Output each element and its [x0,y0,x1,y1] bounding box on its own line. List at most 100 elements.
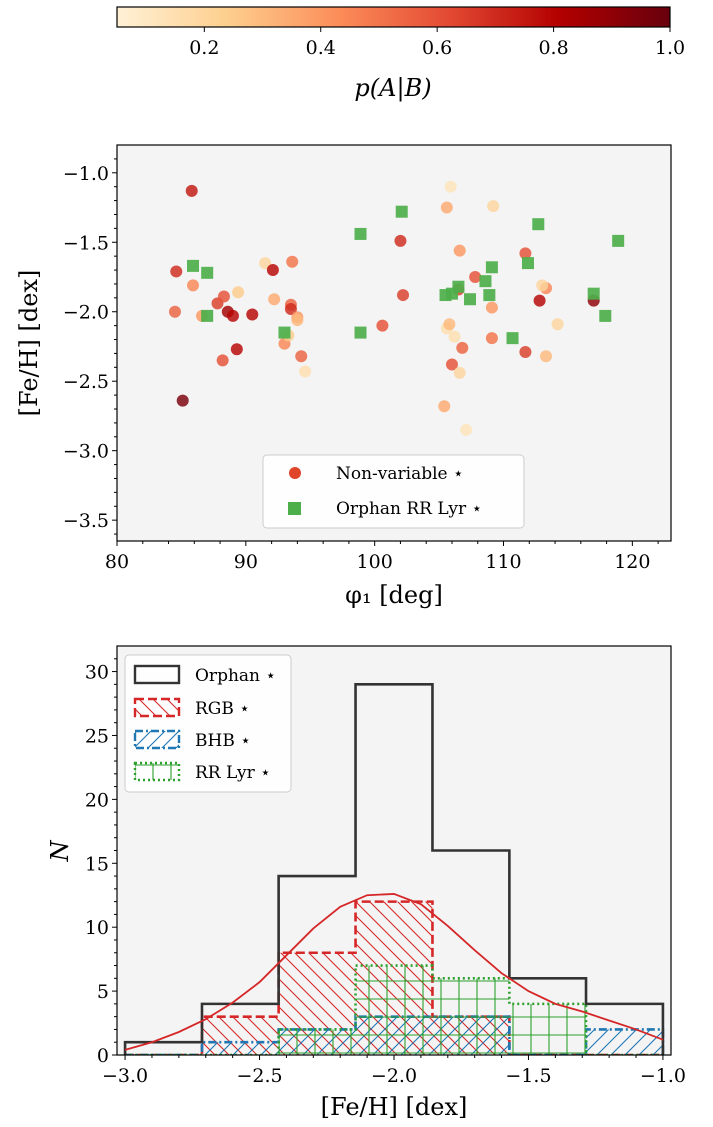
nonvariable-star-point [259,257,272,270]
nonvariable-star-point [230,343,243,356]
nonvariable-star-point [299,365,312,378]
histogram-y-tick-label: 10 [85,917,109,939]
rrlyr-star-point [587,287,600,300]
nonvariable-star-point [232,286,245,299]
legend-bhb-label: BHB ⋆ [195,731,251,751]
scatter-frame [116,144,672,542]
nonvariable-star-point [453,366,466,379]
histogram-legend-box [124,654,292,793]
scatter-x-tick-label: 80 [105,551,129,573]
histogram-y-tick-label: 30 [85,662,109,684]
scatter-y-tick-label: −1.0 [63,163,109,185]
hist-bar-bhb [586,1029,663,1055]
nonvariable-star-point [453,244,466,257]
nonvariable-star-point [469,271,482,283]
nonvariable-star-point [284,302,297,315]
hist-bar-rr [509,1003,587,1055]
nonvariable-star-point [217,290,230,303]
histogram-y-tick-label: 20 [85,789,109,811]
nonvariable-star-point [185,184,198,197]
histogram-y-label: N [46,840,74,863]
nonvariable-star-point [226,309,239,322]
legend-rgb-label: RGB ⋆ [195,699,250,719]
colorbar-gradient [116,6,671,28]
rrlyr-star-point [201,266,214,279]
nonvariable-star-point [533,294,546,307]
rgb-kde-curve [124,893,664,1051]
histogram-panel: −3.0 −2.5 −2.0 −1.5 −1.0 0 5 10 15 20 25 30 [Fe/H]… [46,645,686,1121]
legend-rrlyr-label: Orphan RR Lyr ⋆ [336,499,482,519]
histogram-x-label: [Fe/H] [dex] [321,1093,468,1121]
nonvariable-star-point [291,314,304,327]
rrlyr-star-point [483,289,496,302]
hist-outline-rr [125,964,663,1055]
nonvariable-star-point [448,330,461,343]
legend-rrlyr-swatch [133,761,181,782]
nonvariable-star-point [438,400,451,413]
legend-rrlyr-hist-label: RR Lyr ⋆ [195,763,271,783]
nonvariable-star-point [246,308,259,321]
nonvariable-star-point [485,301,498,314]
rrlyr-star-point [485,261,498,274]
scatter-y-tick-label: −3.5 [63,510,109,532]
rrlyr-star-point [278,326,291,339]
nonvariable-star-point [187,279,200,292]
hist-bar-rr [278,1029,356,1055]
hist-bar-rr [432,978,510,1055]
scatter-x-tick-label: 120 [614,551,650,573]
histogram-x-tick-label: −1.0 [640,1065,686,1087]
nonvariable-star-point [268,293,281,306]
histogram-y-tick-label: 25 [85,725,109,747]
nonvariable-star-point [376,319,389,332]
scatter-y-tick-label: −2.5 [63,371,109,393]
legend-rrlyr-marker [288,502,301,515]
rrlyr-star-point [612,234,625,247]
histogram-x-tick-label: −3.0 [102,1065,148,1087]
scatter-y-tick-label: −2.0 [63,302,109,324]
nonvariable-star-point [551,318,564,331]
rrlyr-star-point [506,332,519,345]
nonvariable-star-point [445,358,458,371]
colorbar-tick-label: 1.0 [655,37,685,59]
colorbar-ticks: 0.2 0.4 0.6 0.8 1.0 [189,27,685,59]
nonvariable-star-point [176,394,189,407]
nonvariable-star-point [216,354,229,367]
nonvariable-star-point [266,264,279,277]
hist-outline-orphan [123,683,665,1055]
nonvariable-star-point [540,350,553,363]
scatter-x-tick-label: 110 [485,551,521,573]
legend-orphan-swatch [133,664,181,685]
nonvariable-star-point [286,255,299,268]
nonvariable-star-point [394,234,407,247]
scatter-legend-box [262,454,525,529]
histogram-y-tick-label: 5 [97,981,109,1003]
rrlyr-star-point [354,326,367,339]
scatter-y-ticks: −1.0 −1.5 −2.0 −2.5 −3.0 −3.5 [63,158,117,535]
colorbar-tick-label: 0.2 [189,37,219,59]
nonvariable-star-point [485,332,498,345]
histogram-x-ticks: −3.0 −2.5 −2.0 −1.5 −1.0 [102,1055,686,1087]
rrlyr-star-point [521,257,534,270]
histogram-y-tick-label: 0 [97,1045,109,1067]
legend-orphan-label: Orphan ⋆ [195,666,276,686]
nonvariable-star-point [443,318,456,331]
rrlyr-star-point [187,259,200,272]
nonvariable-star-point [440,201,453,214]
rrlyr-star-point [599,309,612,322]
nonvariable-star-point [487,200,500,213]
scatter-points [168,180,625,436]
colorbar-tick-label: 0.4 [306,37,336,59]
histogram-x-tick-label: −1.5 [505,1065,551,1087]
hist-outline-rgb [125,900,663,1055]
legend-nonvariable-marker [289,467,301,479]
nonvariable-star-point [536,279,549,292]
rrlyr-star-point [354,227,367,240]
scatter-x-tick-label: 90 [234,551,258,573]
hist-bar-bhb [201,1042,279,1055]
legend-rgb-swatch [133,697,181,718]
histogram-bars [123,683,665,1055]
nonvariable-star-point [456,341,469,354]
nonvariable-star-point [460,423,473,436]
nonvariable-star-point [519,247,532,260]
